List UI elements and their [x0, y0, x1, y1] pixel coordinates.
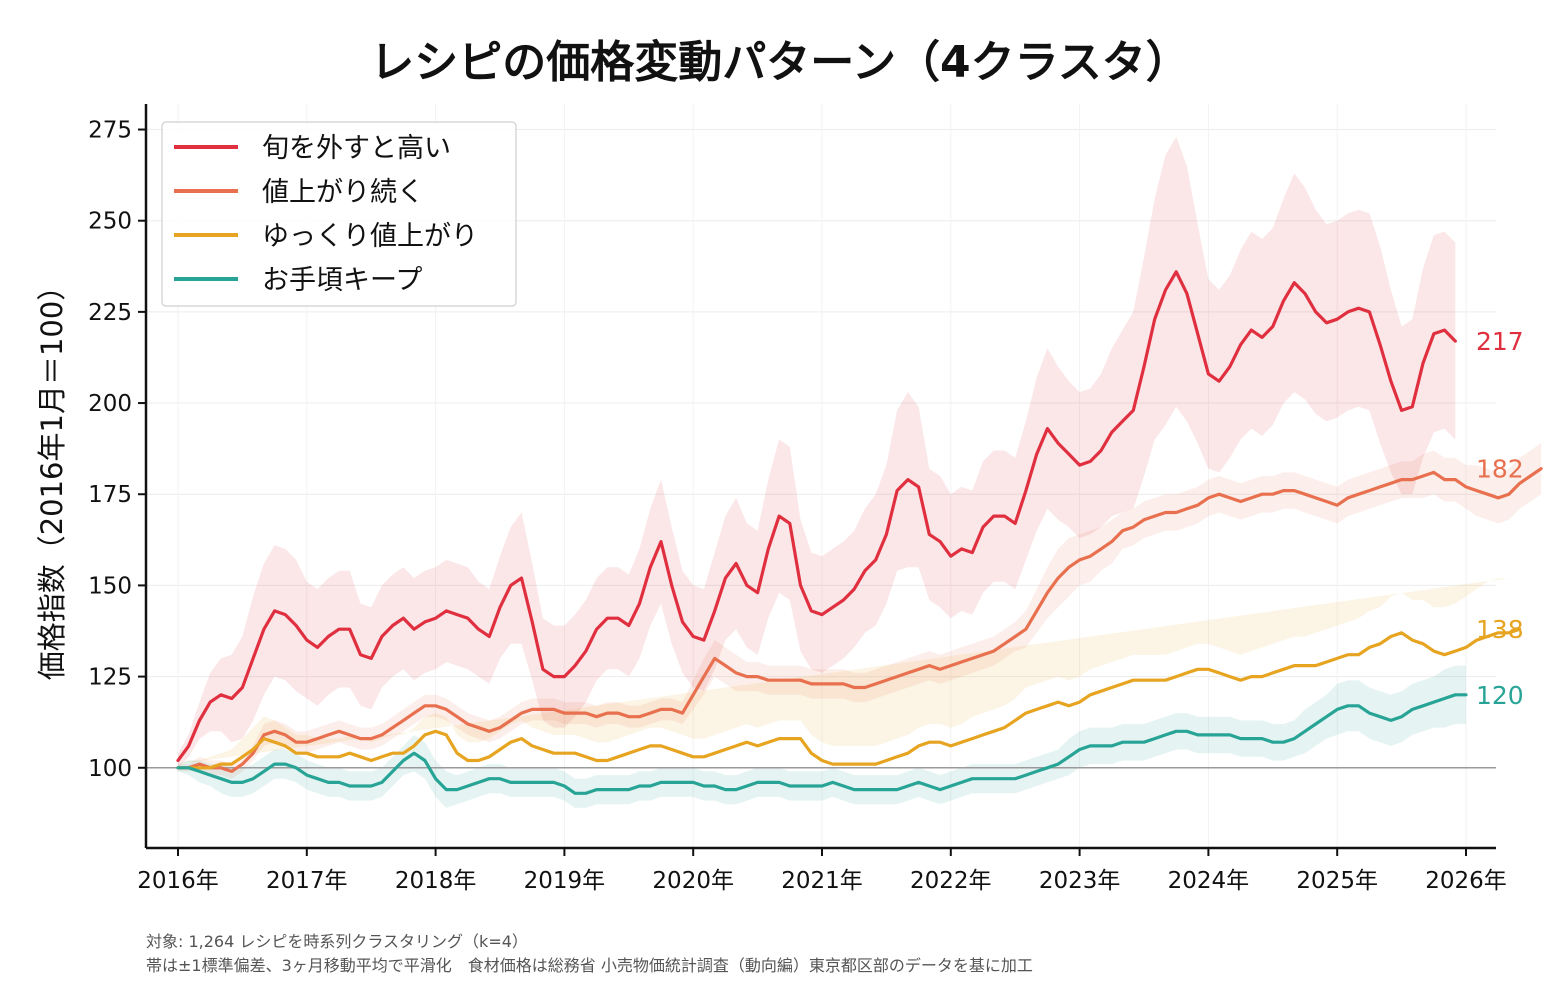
x-tick-label: 2020年 — [652, 868, 734, 894]
y-tick-label: 100 — [88, 756, 132, 782]
x-tick-label: 2023年 — [1039, 868, 1121, 894]
y-axis-label: 価格指数（2016年1月＝100） — [35, 272, 69, 681]
end-label-4: 120 — [1476, 681, 1524, 710]
x-tick-label: 2018年 — [395, 868, 477, 894]
x-tick-label: 2024年 — [1168, 868, 1250, 894]
chart-title: レシピの価格変動パターン（4クラスタ） — [370, 37, 1190, 88]
legend-label-4: お手頃キープ — [262, 265, 422, 296]
x-tick-label: 2025年 — [1296, 868, 1378, 894]
y-tick-label: 125 — [88, 665, 132, 691]
end-label-2: 182 — [1476, 455, 1524, 484]
y-tick-label: 275 — [88, 118, 132, 144]
std-band-2 — [178, 443, 1542, 779]
y-tick-label: 200 — [88, 391, 132, 417]
x-tick-label: 2021年 — [781, 868, 863, 894]
legend-label-3: ゆっくり値上がり — [262, 221, 478, 252]
end-labels: 217 182 138 120 — [1476, 327, 1524, 710]
y-tick-label: 250 — [88, 209, 132, 235]
x-tick-label: 2022年 — [910, 868, 992, 894]
std-band-4 — [178, 665, 1466, 808]
x-tick-label: 2017年 — [266, 868, 348, 894]
series-line-3 — [176, 627, 1522, 770]
std-band-3 — [178, 578, 1509, 765]
x-tick-label: 2019年 — [524, 868, 606, 894]
end-label-1: 217 — [1476, 327, 1524, 356]
series-line-4 — [176, 693, 1468, 795]
end-label-3: 138 — [1476, 615, 1524, 644]
x-tick-label: 2016年 — [137, 868, 219, 894]
y-tick-label: 225 — [88, 300, 132, 326]
series-line-2 — [176, 467, 1543, 773]
x-tick-label: 2026年 — [1425, 868, 1507, 894]
series-lines — [176, 270, 1543, 795]
footnote-1: 対象: 1,264 レシピを時系列クラスタリング（k=4） — [146, 932, 528, 951]
legend-label-1: 旬を外すと高い — [262, 133, 451, 164]
y-tick-label: 150 — [88, 573, 132, 599]
axes: 100 125 150 175 200 225 250 275 2016年 2017年 2018年 2… — [35, 104, 1507, 894]
legend-box — [161, 121, 517, 307]
legend-label-2: 値上がり続く — [262, 177, 424, 208]
footnote-2: 帯は±1標準偏差、3ヶ月移動平均で平滑化 食材価格は総務省 小売物価統計調査（動… — [146, 956, 1033, 975]
y-tick-label: 175 — [88, 482, 132, 508]
series-line-1 — [176, 270, 1457, 763]
